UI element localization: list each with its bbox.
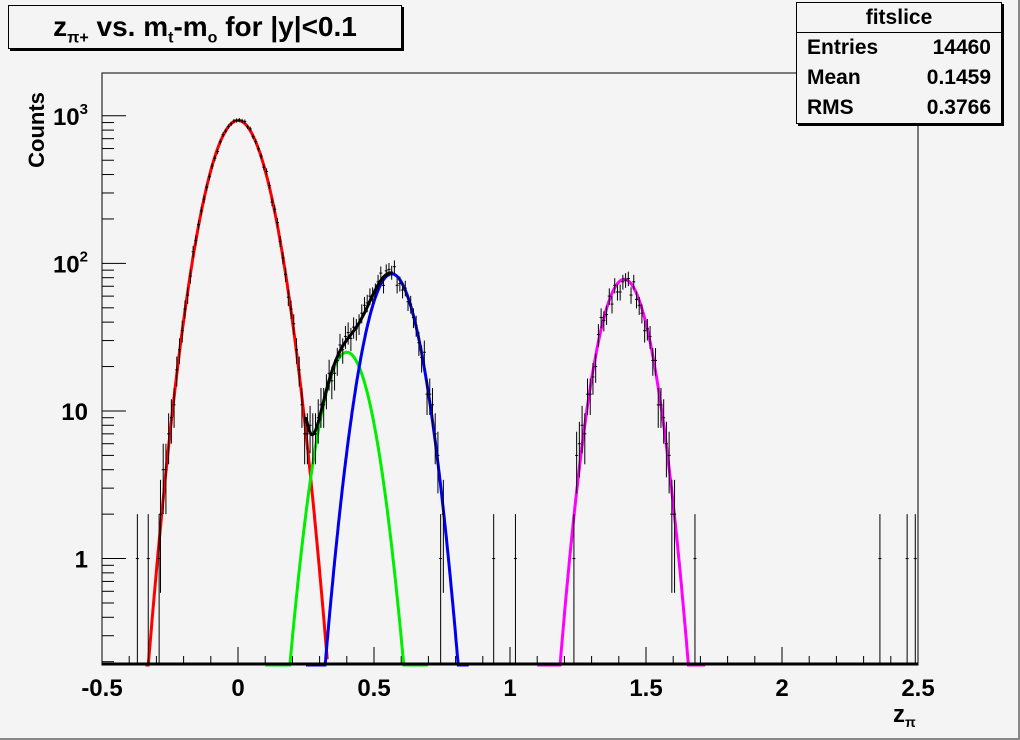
plot-frame bbox=[101, 72, 919, 666]
stats-title: fitslice bbox=[797, 3, 1001, 33]
x-tick-label: 1 bbox=[503, 675, 516, 702]
chart-title: zπ+ vs. mt-mo for |y|<0.1 bbox=[8, 5, 402, 49]
y-tick-label: 1 bbox=[75, 547, 88, 574]
fit-curve-green bbox=[265, 350, 428, 667]
data-points bbox=[102, 118, 918, 666]
stats-row-rms: RMS 0.3766 bbox=[807, 96, 991, 119]
y-tick-label: 102 bbox=[53, 248, 88, 278]
y-tick-label: 103 bbox=[53, 101, 88, 131]
x-tick-label: 0 bbox=[231, 675, 244, 702]
x-axis-label: zπ bbox=[893, 701, 916, 730]
x-tick-label: 0.5 bbox=[357, 675, 390, 702]
fit-curve-magenta bbox=[537, 277, 706, 667]
x-tick-label: 2 bbox=[775, 675, 788, 702]
y-axis-label: Counts bbox=[24, 92, 49, 168]
x-tick-label: 2.5 bbox=[901, 675, 934, 702]
axis-ticks: -0.5 0 0.5 1 1.5 2 2.5 1 10 102 103 bbox=[53, 101, 935, 702]
stats-row-mean: Mean 0.1459 bbox=[807, 66, 991, 89]
stats-row-entries: Entries 14460 bbox=[807, 36, 991, 59]
x-tick-label: 1.5 bbox=[629, 675, 662, 702]
x-tick-label: -0.5 bbox=[81, 675, 122, 702]
y-tick-label: 10 bbox=[61, 399, 88, 426]
stats-box: fitslice Entries 14460 Mean 0.1459 RMS 0.37… bbox=[796, 2, 1002, 124]
